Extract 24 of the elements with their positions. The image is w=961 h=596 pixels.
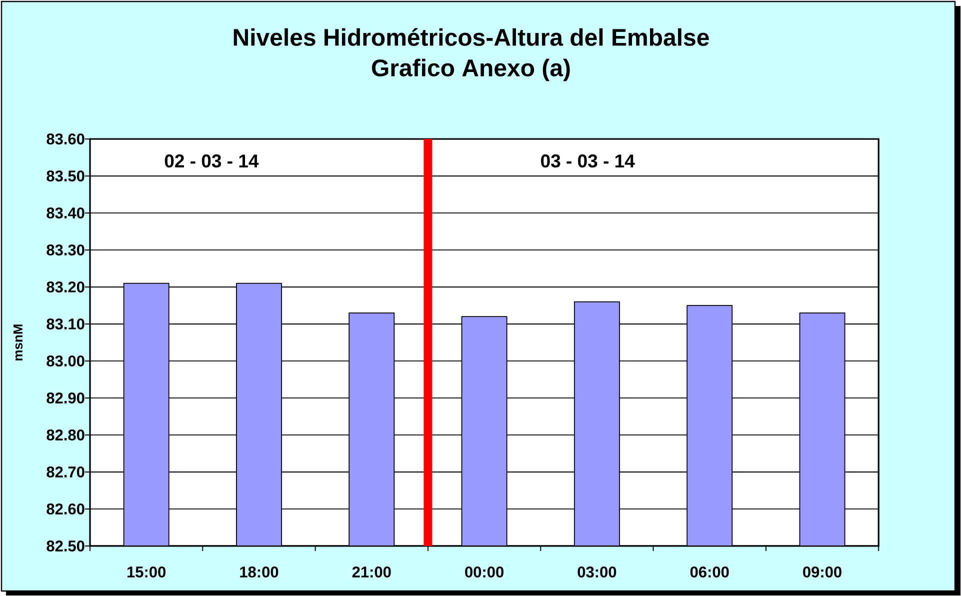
y-tick-label: 82.50 xyxy=(46,540,84,552)
annotation: 03 - 03 - 14 xyxy=(541,154,635,168)
y-axis-title: msnM xyxy=(13,324,23,360)
chart-title: Niveles Hidrométricos-Altura del Embalse xyxy=(234,28,709,46)
x-tick-label: 09:00 xyxy=(803,566,842,578)
x-tick-label: 03:00 xyxy=(578,566,616,578)
x-tick-label: 18:00 xyxy=(240,566,278,578)
y-tick-label: 83.50 xyxy=(46,170,84,182)
y-tick-label: 82.90 xyxy=(46,392,84,404)
y-tick-label: 83.30 xyxy=(46,244,84,256)
x-tick-label: 21:00 xyxy=(352,566,391,578)
y-tick-label: 83.10 xyxy=(46,318,84,330)
y-tick-label: 82.80 xyxy=(46,430,84,440)
y-tick-label: 83.00 xyxy=(46,355,84,366)
y-tick-label: 83.40 xyxy=(46,207,84,218)
y-tick-label: 83.20 xyxy=(46,281,84,292)
y-tick-label: 83.60 xyxy=(46,133,84,144)
y-tick-label: 82.60 xyxy=(46,504,84,514)
x-tick-label: 06:00 xyxy=(690,566,729,578)
x-tick-label: 15:00 xyxy=(127,566,166,578)
y-tick-label: 82.70 xyxy=(46,466,84,478)
chart-subtitle: Grafico Anexo (a) xyxy=(372,58,570,82)
annotation: 02 - 03 - 14 xyxy=(164,154,259,168)
x-tick-label: 00:00 xyxy=(465,566,504,578)
